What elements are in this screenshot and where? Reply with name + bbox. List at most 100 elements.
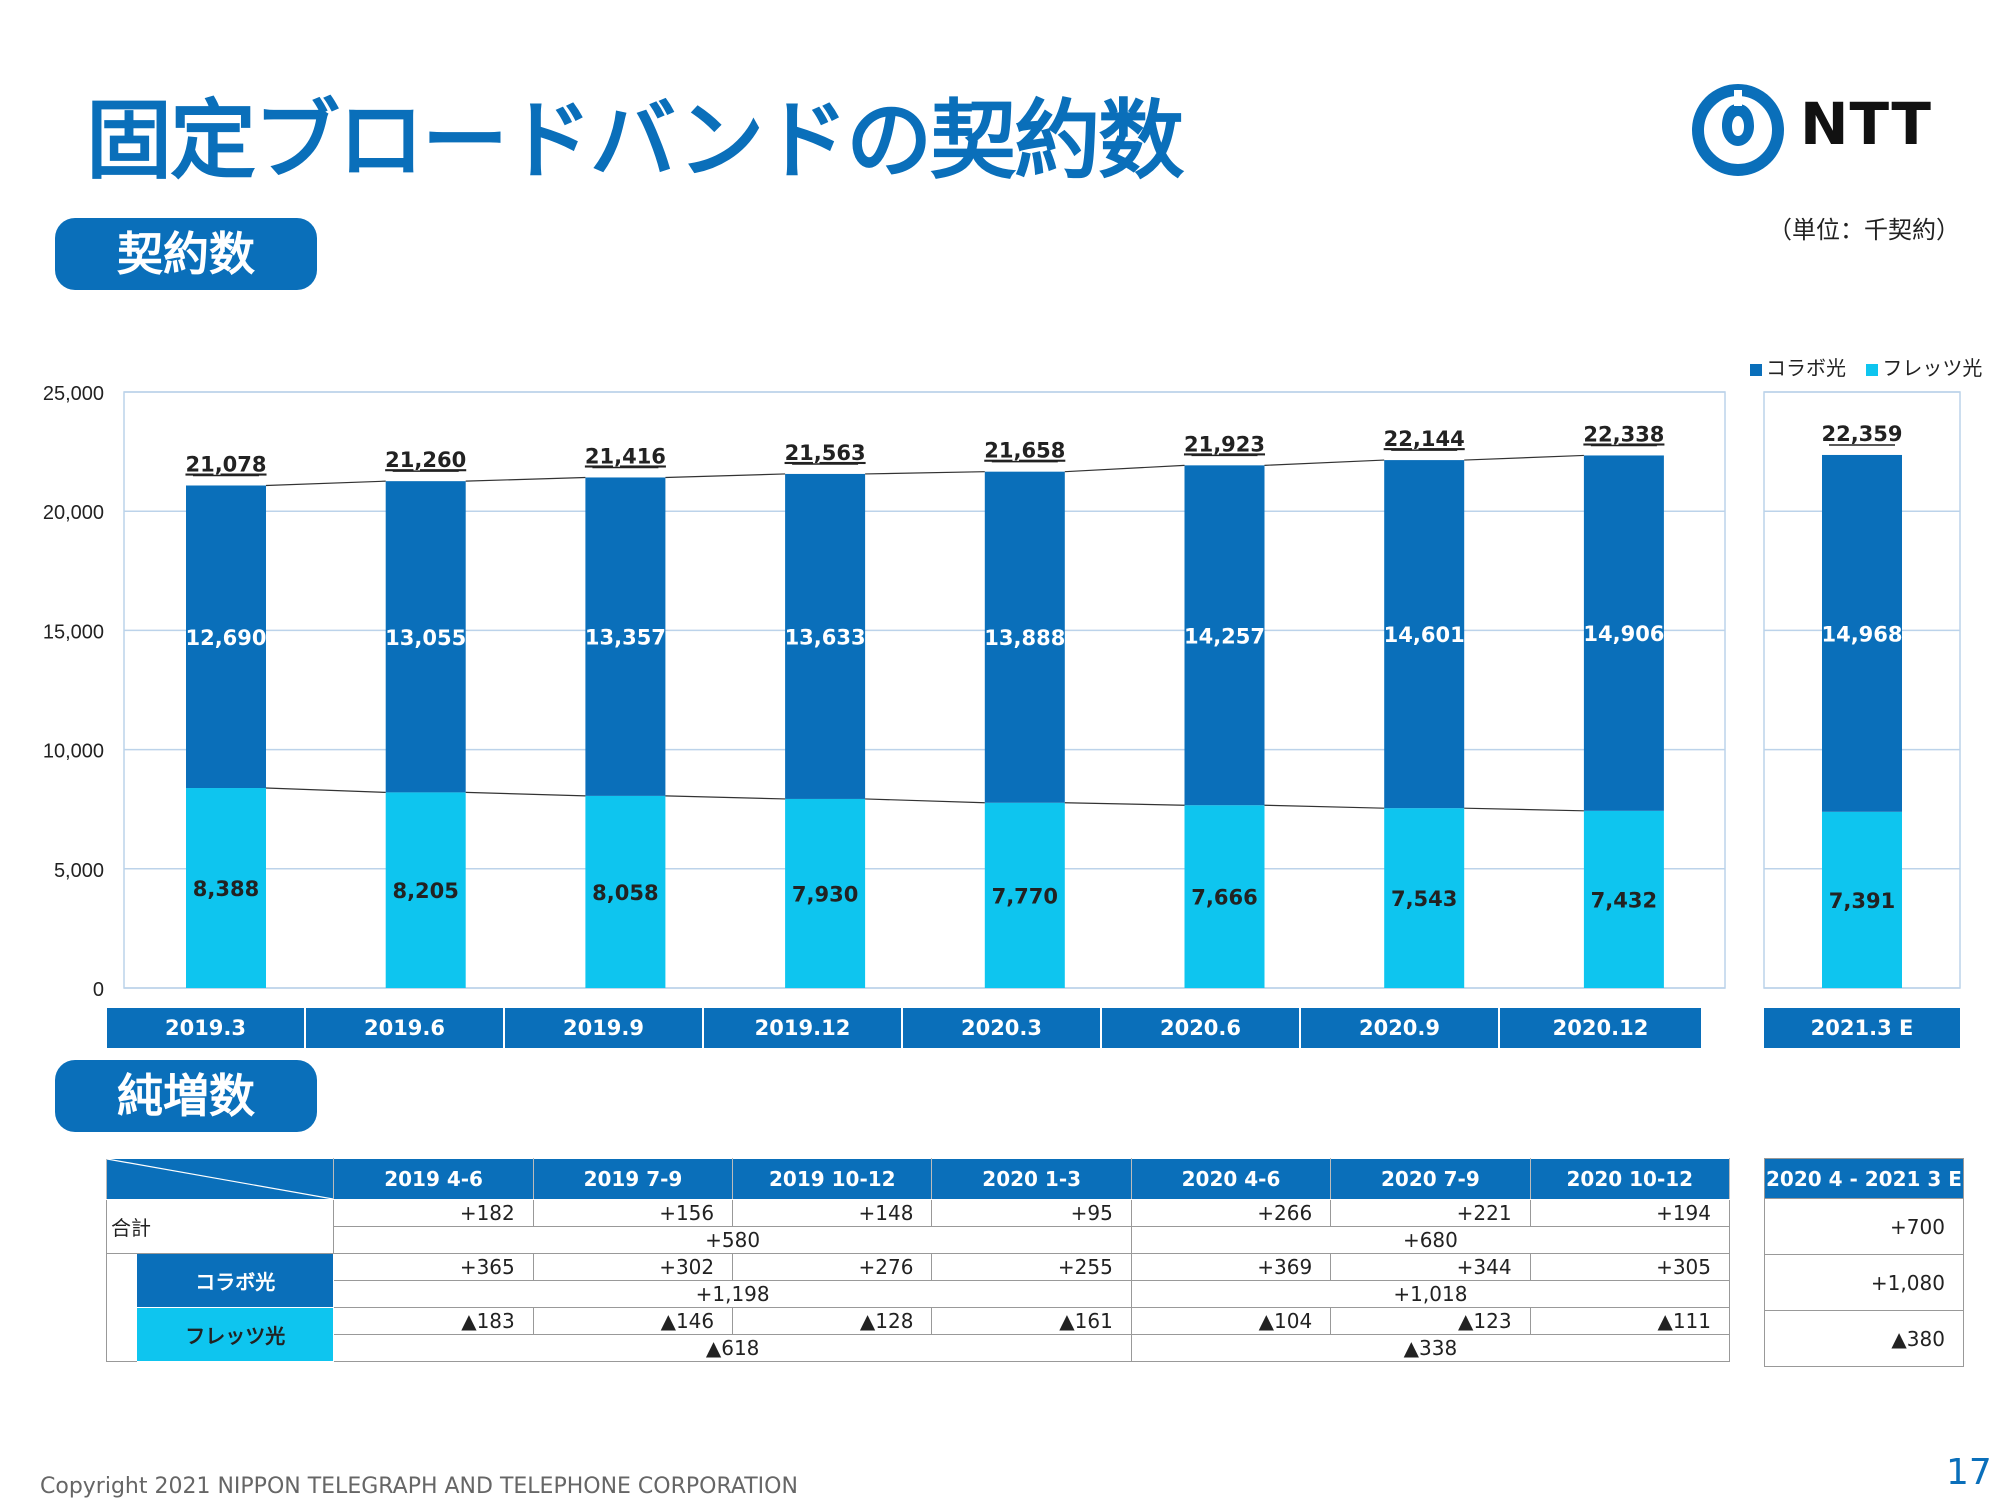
y-tick-label: 5,000 — [54, 860, 104, 882]
row-label-total: 合計 — [105, 1199, 335, 1254]
legend-swatch-collabo — [1750, 363, 1762, 376]
data-label-flets: 7,666 — [1191, 886, 1257, 910]
data-label-flets: 7,930 — [792, 882, 858, 906]
section-contracts-badge: 契約数 — [55, 218, 317, 290]
row-indent — [105, 1307, 137, 1362]
table-corner-cell — [105, 1158, 335, 1200]
quarter-value: +344 — [1330, 1253, 1531, 1281]
forecast-header-row: 2020 4 - 2021 3 E — [1764, 1158, 1964, 1199]
quarter-value: +156 — [532, 1199, 734, 1227]
legend-swatch-flets — [1866, 363, 1879, 376]
x-tick-label: 2020.3 — [903, 1008, 1102, 1048]
flets-trend-line — [665, 795, 786, 800]
forecast-data-label-total: 22,359 — [1821, 422, 1902, 446]
y-tick-label: 0 — [93, 979, 104, 1001]
legend-label-flets: フレッツ光 — [1882, 356, 1983, 380]
y-tick-label: 10,000 — [43, 741, 104, 763]
bar-flets — [984, 802, 1065, 988]
y-tick-label: 15,000 — [43, 621, 104, 643]
data-label-flets: 7,770 — [992, 884, 1058, 908]
y-tick-label: 25,000 — [43, 383, 104, 405]
forecast-data-label-collabo: 14,968 — [1821, 622, 1902, 646]
x-axis-forecast-row: 2021.3 E — [1764, 1008, 1960, 1048]
ntt-logo: NTT — [1690, 82, 1932, 182]
quarter-value: ▲183 — [333, 1307, 534, 1335]
data-label-collabo: 13,055 — [385, 626, 466, 650]
legend-item-flets: フレッツ光 — [1866, 356, 1982, 380]
bar-collabo — [585, 477, 666, 796]
forecast-value: ▲380 — [1764, 1310, 1964, 1367]
x-tick-label: 2019.6 — [306, 1008, 505, 1048]
period-header: 2020 4-6 — [1130, 1158, 1332, 1200]
data-label-collabo: 14,906 — [1583, 622, 1664, 646]
quarter-value: +221 — [1330, 1199, 1531, 1227]
data-label-flets: 7,432 — [1591, 888, 1657, 912]
y-tick-label: 20,000 — [43, 502, 104, 524]
net-additions-forecast-table: 2020 4 - 2021 3 E +700 +1,080 ▲380 — [1764, 1158, 1964, 1367]
data-label-flets: 7,543 — [1391, 887, 1457, 911]
quarter-value: +305 — [1529, 1253, 1731, 1281]
data-label-collabo: 14,257 — [1184, 624, 1265, 648]
data-label-collabo: 13,633 — [785, 625, 866, 649]
fy-value: +580 — [333, 1226, 1132, 1254]
flets-trend-line — [1064, 802, 1185, 806]
x-tick-label: 2019.12 — [704, 1008, 903, 1048]
forecast-bar-flets — [1822, 811, 1902, 988]
forecast-bar-collabo — [1822, 454, 1902, 812]
total-trend-line — [865, 471, 985, 475]
contracts-stacked-bar-chart: 0 5,000 10,000 15,000 20,000 25,000 8,388 12,69… — [43, 383, 1961, 1001]
total-trend-line — [465, 476, 586, 482]
data-label-total: 21,260 — [385, 448, 466, 472]
table-row-fy: +580 +680 — [107, 1226, 1731, 1254]
bar-flets — [1184, 805, 1265, 988]
row-label-flets: フレッツ光 — [136, 1307, 335, 1362]
table-row: フレッツ光 ▲183 ▲146 ▲128 ▲161 ▲104 ▲123 ▲111 — [105, 1307, 1731, 1362]
data-label-flets: 8,388 — [193, 877, 259, 901]
net-additions-table: 2019 4-6 2019 7-9 2019 10-12 2020 1-3 2020 4… — [105, 1158, 1731, 1362]
fy-value: ▲618 — [333, 1334, 1132, 1362]
period-header: 2020 7-9 — [1330, 1158, 1531, 1200]
quarter-value: +182 — [333, 1199, 534, 1227]
ntt-wordmark: NTT — [1800, 90, 1932, 158]
flets-trend-line — [465, 791, 586, 797]
quarter-value: +365 — [333, 1253, 534, 1281]
x-tick-label: 2019.9 — [505, 1008, 704, 1048]
bar-collabo — [1384, 460, 1465, 809]
table-header-row: 2019 4-6 2019 7-9 2019 10-12 2020 1-3 2020 4… — [105, 1158, 1731, 1200]
section-net-additions-badge: 純増数 — [55, 1060, 317, 1132]
bar-collabo — [984, 471, 1065, 803]
flets-trend-line — [265, 787, 386, 793]
quarter-value: ▲111 — [1529, 1307, 1731, 1335]
quarter-value: +255 — [931, 1253, 1132, 1281]
period-header: 2019 7-9 — [532, 1158, 734, 1200]
total-trend-line — [265, 480, 386, 487]
quarter-value: ▲146 — [532, 1307, 734, 1335]
flets-trend-line — [865, 798, 985, 804]
copyright-footer: Copyright 2021 NIPPON TELEGRAPH AND TELE… — [40, 1474, 798, 1499]
page-title: 固定ブロードバンドの契約数 — [86, 91, 1184, 191]
data-label-total: 22,144 — [1384, 427, 1465, 451]
row-indent — [105, 1253, 137, 1308]
data-label-total: 21,923 — [1184, 432, 1265, 456]
quarter-value: ▲104 — [1130, 1307, 1332, 1335]
quarter-value: ▲128 — [732, 1307, 933, 1335]
bar-collabo — [186, 485, 266, 789]
data-label-total: 21,078 — [185, 453, 266, 477]
data-label-collabo: 13,357 — [585, 626, 666, 650]
page-number: 17 — [1946, 1452, 1992, 1493]
x-tick-label: 2019.3 — [107, 1008, 306, 1048]
quarter-value: +266 — [1130, 1199, 1332, 1227]
bar-collabo — [385, 481, 466, 793]
flets-trend-line — [1464, 807, 1584, 812]
table-row-fy: ▲618 ▲338 — [107, 1334, 1731, 1362]
flets-trend-line — [1264, 804, 1385, 809]
bar-flets — [385, 792, 466, 988]
x-tick-label: 2020.12 — [1500, 1008, 1703, 1048]
total-trend-line — [1064, 464, 1185, 473]
legend-label-collabo: コラボ光 — [1766, 356, 1846, 380]
forecast-value: +700 — [1764, 1198, 1964, 1255]
forecast-row: +700 — [1764, 1198, 1964, 1255]
quarter-value: ▲123 — [1330, 1307, 1531, 1335]
x-tick-label: 2020.9 — [1301, 1008, 1500, 1048]
quarter-value: +194 — [1529, 1199, 1731, 1227]
